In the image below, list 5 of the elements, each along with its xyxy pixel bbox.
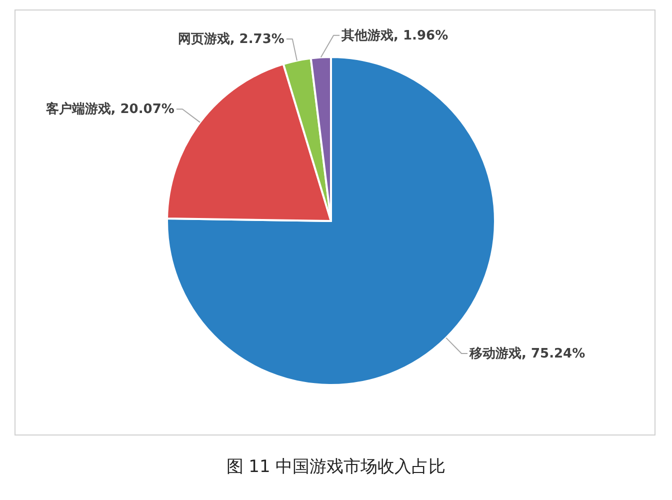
slice-label: 网页游戏, 2.73% <box>178 32 284 48</box>
slice-label: 移动游戏, 75.24% <box>468 346 586 362</box>
slice-label: 其他游戏, 1.96% <box>340 28 448 44</box>
slice-label: 客户端游戏, 20.07% <box>44 101 174 118</box>
text: 图 11 中国游戏市场收入占比 <box>226 457 446 477</box>
